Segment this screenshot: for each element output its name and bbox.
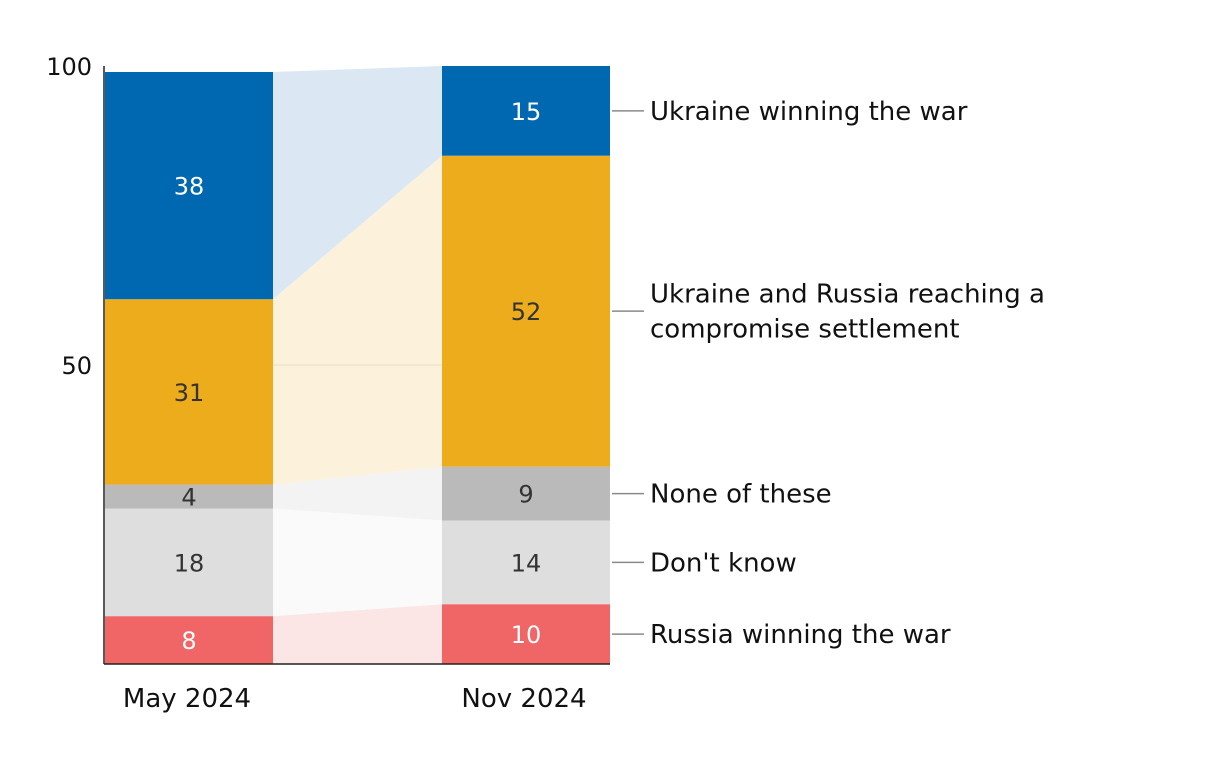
x-tick-label-nov-2024: Nov 2024	[461, 684, 586, 714]
y-tick-label-50: 50	[61, 352, 92, 380]
value-label-none-of-these-may-2024: 4	[181, 484, 196, 512]
value-label-ukraine-and-russia-reaching-a-compromise-settlement-nov-2024: 52	[511, 298, 542, 326]
legend-label-line: Don't know	[650, 548, 797, 578]
value-label-none-of-these-nov-2024: 9	[518, 481, 533, 509]
legend-label-line: Ukraine and Russia reaching a	[650, 280, 1045, 310]
bar-don-t-know-nov-2024	[442, 520, 610, 605]
legend-label-don-t-know: Don't know	[650, 548, 797, 578]
legend-label-ukraine-and-russia-reaching-a-compromise-settlement: Ukraine and Russia reaching a compromise …	[650, 280, 1045, 345]
value-label-don-t-know-may-2024: 18	[174, 549, 205, 577]
legend-label-russia-winning-the-war: Russia winning the war	[650, 620, 951, 650]
band-russia-winning-the-war	[273, 604, 442, 664]
bar-ukraine-winning-the-war-nov-2024	[442, 66, 610, 156]
bar-ukraine-winning-the-war-may-2024	[105, 71, 273, 300]
band-none-of-these	[273, 466, 442, 521]
legend-label-line: Ukraine winning the war	[650, 97, 968, 127]
value-label-ukraine-winning-the-war-may-2024: 38	[174, 173, 205, 201]
band-ukraine-and-russia-reaching-a-compromise-settlement	[273, 155, 442, 485]
x-tick-label-may-2024: May 2024	[123, 684, 251, 714]
legend-label-line: compromise settlement	[650, 315, 960, 345]
value-label-russia-winning-the-war-may-2024: 8	[181, 627, 196, 655]
legend-label-none-of-these: None of these	[650, 480, 832, 510]
value-label-don-t-know-nov-2024: 14	[511, 549, 542, 577]
band-don-t-know	[273, 508, 442, 617]
band-ukraine-winning-the-war	[273, 66, 442, 300]
bar-none-of-these-nov-2024	[442, 466, 610, 521]
bar-russia-winning-the-war-nov-2024	[442, 604, 610, 664]
bar-ukraine-and-russia-reaching-a-compromise-settlement-may-2024	[105, 299, 273, 485]
legend-label-line: None of these	[650, 480, 832, 510]
bar-don-t-know-may-2024	[105, 508, 273, 617]
value-label-ukraine-winning-the-war-nov-2024: 15	[511, 98, 542, 126]
bar-ukraine-and-russia-reaching-a-compromise-settlement-nov-2024	[442, 155, 610, 467]
legend-label-ukraine-winning-the-war: Ukraine winning the war	[650, 97, 968, 127]
value-label-russia-winning-the-war-nov-2024: 10	[511, 621, 542, 649]
y-tick-label-100: 100	[46, 53, 92, 81]
bar-none-of-these-may-2024	[105, 484, 273, 509]
legend-label-line: Russia winning the war	[650, 620, 951, 650]
bar-russia-winning-the-war-may-2024	[105, 616, 273, 664]
value-label-ukraine-and-russia-reaching-a-compromise-settlement-may-2024: 31	[174, 379, 205, 407]
